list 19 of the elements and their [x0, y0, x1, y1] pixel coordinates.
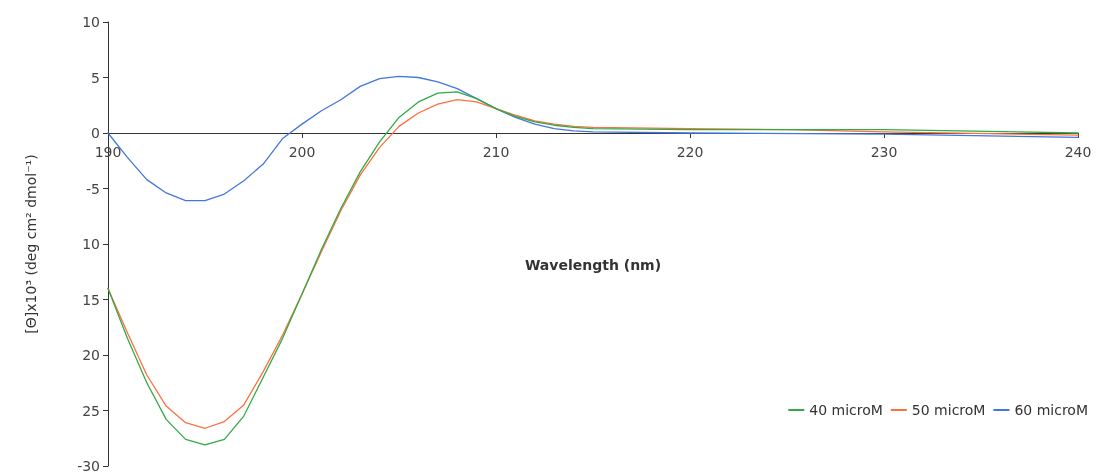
x-tick-label: 230 [870, 144, 898, 160]
x-tick-label: 240 [1064, 144, 1092, 160]
legend-label: 50 microM [911, 402, 986, 418]
y-tick-label: -30 [77, 458, 100, 474]
y-tick-label: 10 [82, 236, 100, 252]
y-tick-label: 25 [82, 402, 100, 419]
y-tick-label: 20 [82, 347, 100, 363]
y-tick-label: 15 [82, 291, 100, 308]
y-tick-label: -5 [86, 180, 100, 197]
y-tick-label: 10 [82, 14, 100, 30]
y-tick-label: 5 [91, 69, 100, 86]
x-tick-label: 200 [288, 144, 316, 160]
x-tick-label: 210 [482, 144, 510, 160]
x-axis-title: Wavelength (nm) [524, 257, 662, 273]
y-tick-label: 0 [91, 125, 100, 141]
legend-label: 40 microM [809, 402, 883, 418]
x-tick-label: 220 [676, 144, 704, 160]
legend-label: 60 microM [1014, 402, 1089, 418]
y-axis-title: [Θ]x10³ (deg cm² dmol⁻¹) [23, 154, 39, 334]
